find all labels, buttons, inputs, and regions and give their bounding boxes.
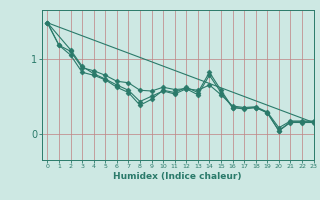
X-axis label: Humidex (Indice chaleur): Humidex (Indice chaleur): [113, 172, 242, 181]
